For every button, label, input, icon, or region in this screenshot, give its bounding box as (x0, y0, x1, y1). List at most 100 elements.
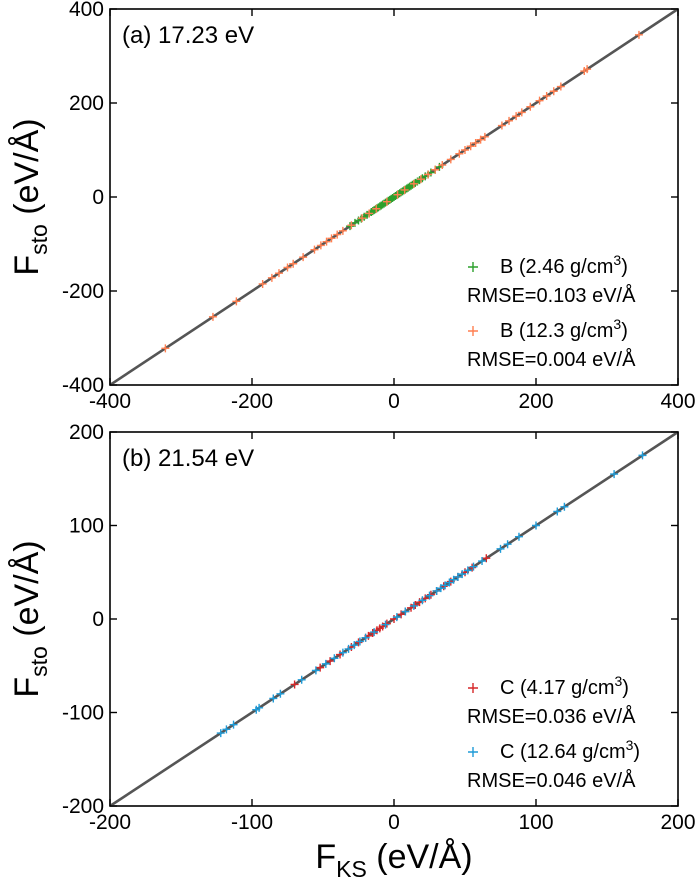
x-tick-label: 0 (388, 811, 400, 834)
data-point (229, 720, 238, 729)
data-point (397, 610, 406, 619)
legend-marker (468, 747, 478, 757)
data-point (276, 689, 285, 698)
data-point (409, 179, 418, 188)
x-tick-label: 100 (518, 811, 553, 834)
y-tick-label: 200 (69, 421, 104, 444)
y-tick-label: -400 (62, 374, 104, 397)
series-2 (161, 30, 643, 353)
series-2 (216, 451, 647, 738)
data-point (382, 619, 391, 628)
data-point (311, 666, 320, 675)
data-point (381, 620, 390, 629)
data-point (416, 175, 425, 184)
data-point (449, 575, 458, 584)
data-point (370, 628, 379, 637)
data-point (556, 82, 565, 91)
data-point (274, 269, 283, 278)
data-point (161, 344, 170, 353)
data-point (208, 312, 217, 321)
data-point (505, 116, 514, 125)
panel-title: (b) 21.54 eV (122, 445, 254, 472)
y-tick-label: 100 (69, 515, 104, 538)
panel-title: (a) 17.23 eV (122, 22, 254, 49)
y-axis-title: Fsto (eV/Å) (8, 540, 52, 697)
x-tick-label: 200 (660, 811, 695, 834)
x-axis-title: FKS (eV/Å) (315, 838, 472, 878)
data-point (368, 629, 377, 638)
data-point (468, 563, 477, 572)
y-axis-title: Fsto (eV/Å) (8, 118, 52, 275)
data-point (355, 637, 364, 646)
legend: B (2.46 g/cm3) RMSE=0.103 eV/Å B (12.3 g/c… (467, 252, 636, 371)
data-point (463, 566, 472, 575)
data-point (345, 222, 354, 231)
data-point (517, 108, 526, 117)
data-point (392, 613, 401, 622)
data-point (512, 112, 521, 121)
data-point (326, 657, 335, 666)
data-point (411, 600, 420, 609)
legend-marker (468, 683, 478, 693)
data-point (316, 241, 325, 250)
data-point (372, 204, 381, 213)
data-point (560, 502, 569, 511)
data-point (269, 694, 278, 703)
data-point (478, 557, 487, 566)
data-point (482, 554, 491, 563)
x-tick-label: 400 (660, 390, 695, 413)
y-tick-label: -200 (62, 795, 104, 818)
data-point (469, 562, 478, 571)
legend-label: C (12.64 g/cm3) (500, 737, 640, 763)
legend-label: B (2.46 g/cm3) (500, 252, 628, 278)
data-point (354, 638, 363, 647)
data-point (441, 581, 450, 590)
data-point (401, 607, 410, 616)
data-point (634, 30, 643, 39)
data-point (267, 273, 276, 282)
y-tick-label: 0 (92, 608, 104, 631)
data-point (431, 165, 440, 174)
legend-rmse: RMSE=0.046 eV/Å (467, 769, 636, 792)
data-point (497, 121, 506, 130)
data-point (216, 729, 225, 738)
data-point (299, 253, 308, 262)
data-point (393, 190, 402, 199)
data-point (471, 138, 480, 147)
y-tick-label: 400 (69, 0, 104, 21)
data-point (514, 532, 523, 541)
legend-label: C (4.17 g/cm3) (500, 673, 629, 699)
x-tick-label: 200 (518, 390, 553, 413)
data-point (436, 584, 445, 593)
y-tick-label: -100 (62, 702, 104, 725)
panel-a: -400 -200 0 200 400 -400 -200 0 200 400 (a) 17.23 … (8, 0, 696, 413)
data-point (409, 601, 418, 610)
data-point (453, 572, 462, 581)
legend-rmse: RMSE=0.004 eV/Å (467, 348, 636, 371)
data-point (461, 146, 469, 154)
data-point (476, 135, 485, 144)
data-point (316, 663, 325, 672)
data-point (438, 161, 447, 170)
y-tick-label: 0 (92, 186, 104, 209)
series-1 (345, 162, 444, 231)
legend-marker (468, 262, 478, 272)
legend-label: B (12.3 g/cm3) (500, 316, 628, 342)
data-point (503, 540, 512, 549)
data-point (327, 234, 336, 243)
data-point (610, 470, 619, 479)
legend-rmse: RMSE=0.036 eV/Å (467, 705, 636, 728)
data-point (445, 578, 454, 587)
data-point (232, 297, 241, 306)
data-point (466, 142, 475, 151)
data-point (344, 644, 353, 653)
data-point (289, 259, 298, 268)
data-point (297, 675, 306, 684)
data-point (418, 596, 427, 605)
data-point (258, 279, 267, 288)
data-point (446, 155, 455, 164)
data-point (455, 149, 464, 158)
data-point (347, 221, 356, 230)
data-point (432, 586, 441, 595)
